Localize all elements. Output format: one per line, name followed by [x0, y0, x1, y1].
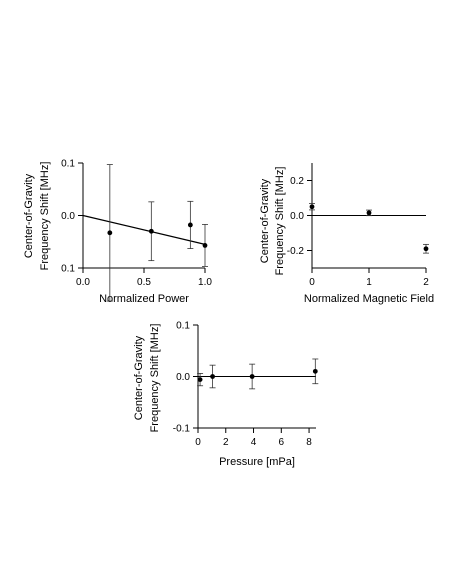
x-axis-title: Normalized Magnetic Field [304, 293, 434, 305]
x-tick-label: 0.0 [76, 277, 90, 288]
x-tick-label: 0 [195, 437, 201, 448]
x-tick-label: 2 [223, 437, 229, 448]
data-point [366, 210, 372, 216]
y-tick-label: 0.1 [61, 159, 75, 170]
x-axis-title: Pressure [mPa] [219, 456, 295, 468]
x-axis-title: Normalized Power [99, 293, 189, 305]
data-point [210, 374, 215, 379]
data-point [107, 230, 113, 236]
data-point [187, 222, 193, 228]
fit-line [82, 214, 206, 245]
y-tick-label: -0.2 [287, 246, 305, 257]
x-tick-label: 0 [309, 277, 315, 288]
data-point [249, 374, 255, 379]
x-tick-label: 0.5 [137, 277, 151, 288]
y-axis-title-line: Frequency Shift [MHz] [274, 167, 286, 276]
y-tick-label: 0.0 [61, 211, 75, 222]
y-tick-label: -0.1 [173, 424, 191, 435]
x-tick-label: 2 [423, 277, 429, 288]
x-tick-label: 1 [366, 277, 372, 288]
y-tick-label: 0.0 [290, 211, 304, 222]
y-axis-title-line: Center-of-Gravity [23, 173, 35, 258]
data-point [148, 228, 154, 234]
y-axis-title-line: Center-of-Gravity [259, 178, 271, 263]
y-tick-label: 0.0 [176, 372, 190, 383]
chart-panel-3: 0.1 0.0 -0.1 0 2 4 6 8 Pressure [mPa] Center-of-G… [133, 321, 319, 468]
x-tick-label: 1.0 [198, 277, 212, 288]
x-tick-label: 6 [279, 437, 285, 448]
y-tick-label: 0.1 [61, 264, 75, 275]
y-axis-title-line: Center-of-Gravity [133, 335, 145, 420]
y-tick-label: 0.2 [290, 176, 304, 187]
data-point [312, 368, 318, 374]
data-point [197, 377, 203, 382]
y-axis-title-line: Frequency Shift [MHz] [149, 324, 161, 433]
chart-panel-2: 0.2 0.0 -0.2 0 1 2 Normalized Magnetic Field Ce… [259, 163, 434, 305]
y-tick-label: 0.1 [176, 321, 190, 332]
data-point [309, 204, 315, 210]
x-tick-label: 4 [251, 437, 257, 448]
data-point [423, 246, 429, 252]
y-axis-title-line: Frequency Shift [MHz] [39, 162, 51, 271]
data-point [202, 243, 208, 248]
x-tick-label: 8 [306, 437, 312, 448]
